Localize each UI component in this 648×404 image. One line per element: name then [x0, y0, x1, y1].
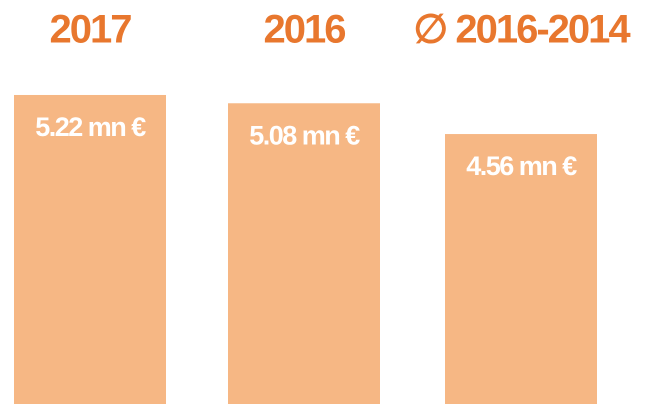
category-label: 2016 [264, 8, 346, 52]
category-label: ∅ 2016-2014 [413, 8, 631, 52]
bar [228, 103, 380, 404]
bar [14, 94, 166, 404]
category-label: 2017 [50, 8, 132, 52]
value-label: 4.56 mn € [466, 151, 577, 181]
bar [445, 134, 597, 404]
value-label: 5.08 mn € [249, 120, 360, 150]
value-label: 5.22 mn € [35, 112, 146, 142]
